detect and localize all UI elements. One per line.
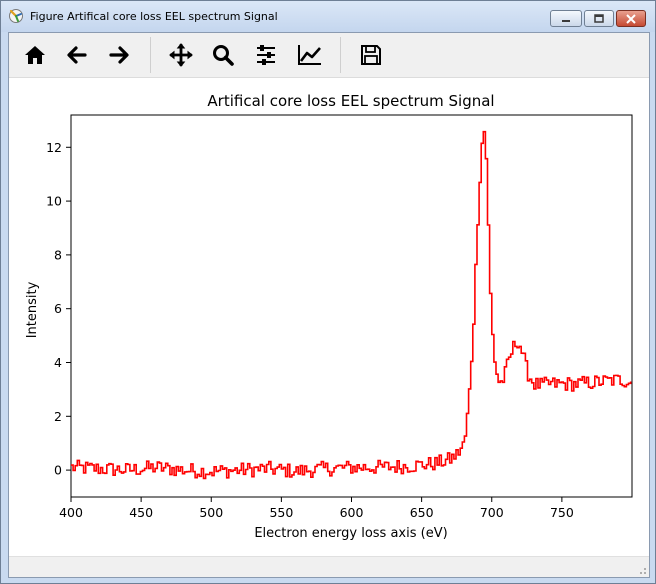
forward-button[interactable] [103,39,135,71]
close-button[interactable] [616,10,646,27]
y-tick-label: 6 [54,301,62,316]
zoom-button[interactable] [207,39,239,71]
status-bar [9,556,649,577]
window-title: Figure Artifical core loss EEL spectrum … [30,10,278,23]
minimize-button[interactable] [550,10,582,27]
x-tick-label: 500 [199,505,223,520]
sliders-icon [257,45,275,65]
chart-title: Artifical core loss EEL spectrum Signal [207,92,494,110]
x-tick-label: 600 [340,505,364,520]
minimize-icon [562,19,570,22]
line-chart-icon [298,45,321,65]
plot-area: 400 450 500 550 600 650 700 750 0 2 4 6 8 10 12 [46,114,633,520]
edit-axes-button[interactable] [294,39,326,71]
arrow-right-icon [109,46,129,64]
matplotlib-figure-icon [9,9,23,23]
pan-button[interactable] [165,39,197,71]
y-axis-label: Intensity [25,281,40,338]
y-tick-label: 2 [54,409,62,424]
y-axis: 0 2 4 6 8 10 12 [46,140,71,478]
back-button[interactable] [61,39,93,71]
save-button[interactable] [355,39,387,71]
x-axis-label: Electron energy loss axis (eV) [254,526,447,541]
figure-canvas[interactable]: Artifical core loss EEL spectrum Signal … [9,78,649,556]
y-tick-label: 12 [46,140,62,155]
magnifier-icon [213,45,234,66]
y-tick-label: 8 [54,247,62,262]
x-axis: 400 450 500 550 600 650 700 750 [59,497,574,520]
maximize-icon [594,14,604,23]
x-tick-label: 450 [129,505,153,520]
spectrum-series-line [71,130,632,480]
arrow-left-icon [67,46,87,64]
x-tick-label: 650 [410,505,434,520]
home-button[interactable] [19,39,51,71]
figure-background [9,78,649,556]
floppy-disk-icon [361,45,381,65]
y-tick-label: 4 [54,355,62,370]
x-tick-label: 550 [269,505,293,520]
x-tick-label: 750 [550,505,574,520]
toolbar-separator [150,37,151,73]
maximize-button[interactable] [584,10,614,27]
x-tick-label: 400 [59,505,83,520]
home-icon [25,46,45,64]
navigation-toolbar [9,33,649,78]
x-tick-label: 700 [480,505,504,520]
title-bar[interactable]: Figure Artifical core loss EEL spectrum … [1,1,655,32]
y-tick-label: 10 [46,194,62,209]
figure-client-area: Artifical core loss EEL spectrum Signal … [8,32,650,578]
close-icon [626,13,636,24]
toolbar-separator [340,37,341,73]
move-icon [169,43,193,67]
y-tick-label: 0 [54,463,62,478]
resize-grip-icon[interactable] [637,565,647,575]
subplots-button[interactable] [250,39,282,71]
